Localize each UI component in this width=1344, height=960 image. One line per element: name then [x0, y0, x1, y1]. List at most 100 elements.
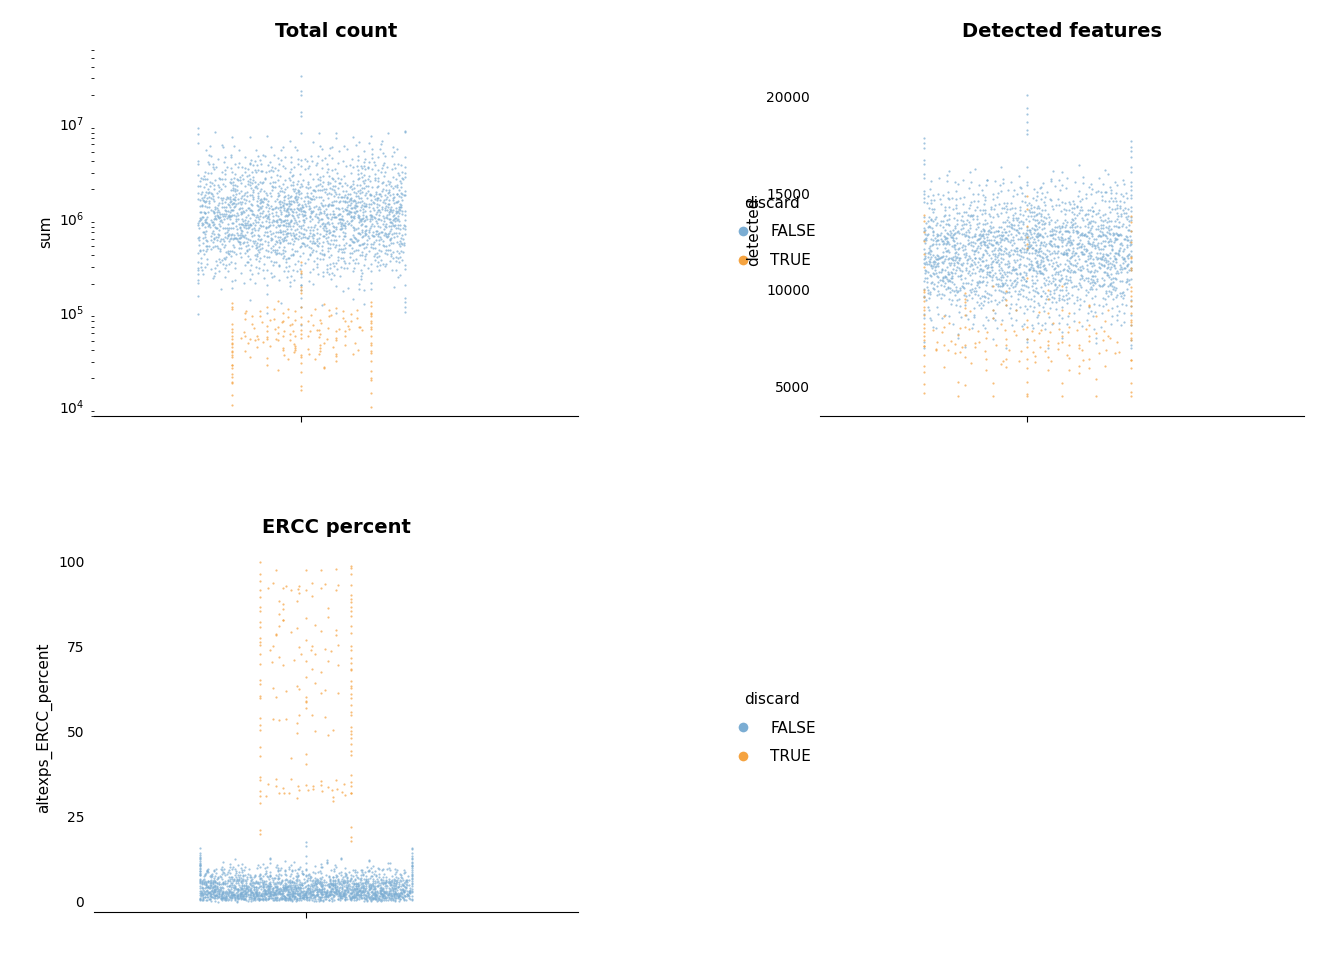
Point [241, 885, 262, 900]
Point [1079, 300, 1101, 315]
Point [340, 190, 362, 205]
Point [1042, 202, 1063, 217]
Point [332, 208, 353, 224]
Point [220, 885, 242, 900]
Point [1020, 197, 1042, 212]
Point [982, 310, 1004, 325]
Point [312, 192, 333, 207]
Point [1098, 256, 1120, 272]
Point [278, 890, 300, 905]
Point [374, 148, 395, 163]
Point [328, 144, 349, 159]
Point [1116, 264, 1137, 279]
Point [946, 216, 968, 231]
Point [1059, 264, 1081, 279]
Point [294, 891, 317, 906]
Point [923, 266, 945, 281]
Point [323, 236, 344, 252]
Point [1099, 261, 1121, 276]
Point [190, 867, 211, 882]
Point [237, 184, 258, 200]
Point [1000, 196, 1021, 211]
Point [239, 881, 261, 897]
Point [387, 228, 409, 244]
Point [254, 861, 276, 876]
Point [296, 188, 317, 204]
Point [370, 188, 391, 204]
Point [271, 891, 293, 906]
Point [340, 179, 362, 194]
Point [231, 204, 253, 219]
Point [356, 190, 378, 205]
Point [964, 193, 985, 208]
Point [216, 230, 238, 246]
Point [1090, 252, 1111, 267]
Point [199, 184, 220, 200]
Point [341, 875, 363, 890]
Point [362, 150, 383, 165]
Point [257, 882, 278, 898]
Point [194, 876, 215, 891]
Point [247, 328, 269, 344]
Point [391, 871, 413, 886]
Point [238, 241, 259, 256]
Point [981, 243, 1003, 258]
Point [293, 204, 314, 219]
Point [1106, 178, 1128, 193]
Point [1030, 244, 1051, 259]
Point [362, 208, 383, 224]
Point [242, 238, 263, 253]
Point [938, 266, 960, 281]
Point [239, 867, 261, 882]
Point [223, 887, 245, 902]
Point [259, 175, 281, 190]
Point [312, 242, 333, 257]
Point [325, 879, 347, 895]
Point [339, 156, 360, 172]
Point [1099, 284, 1121, 300]
Point [255, 213, 277, 228]
Point [203, 882, 224, 898]
Point [320, 886, 341, 901]
Point [207, 229, 228, 245]
Point [384, 213, 406, 228]
Point [281, 882, 302, 898]
Point [304, 219, 325, 234]
Point [933, 236, 954, 252]
Point [300, 195, 321, 210]
Point [1116, 257, 1137, 273]
Point [1008, 259, 1030, 275]
Point [344, 876, 366, 892]
Point [1036, 252, 1058, 267]
Point [374, 875, 395, 890]
Point [313, 181, 335, 197]
Point [323, 193, 344, 208]
Point [294, 883, 317, 899]
Point [953, 220, 974, 235]
Point [957, 255, 978, 271]
Point [1094, 258, 1116, 274]
Point [262, 202, 284, 217]
Point [245, 179, 266, 194]
Point [320, 225, 341, 240]
Point [362, 228, 383, 243]
Point [281, 889, 302, 904]
Point [207, 887, 228, 902]
Point [349, 887, 371, 902]
Point [1004, 278, 1025, 294]
Point [220, 876, 242, 891]
Point [953, 246, 974, 261]
Point [941, 252, 962, 267]
Point [344, 205, 366, 221]
Point [383, 876, 405, 891]
Point [255, 860, 277, 876]
Point [367, 872, 388, 887]
Point [292, 212, 313, 228]
Point [914, 251, 935, 266]
Point [934, 359, 956, 374]
Point [331, 851, 352, 866]
Point [953, 173, 974, 188]
Point [335, 865, 356, 880]
Point [297, 880, 319, 896]
Point [313, 228, 335, 244]
